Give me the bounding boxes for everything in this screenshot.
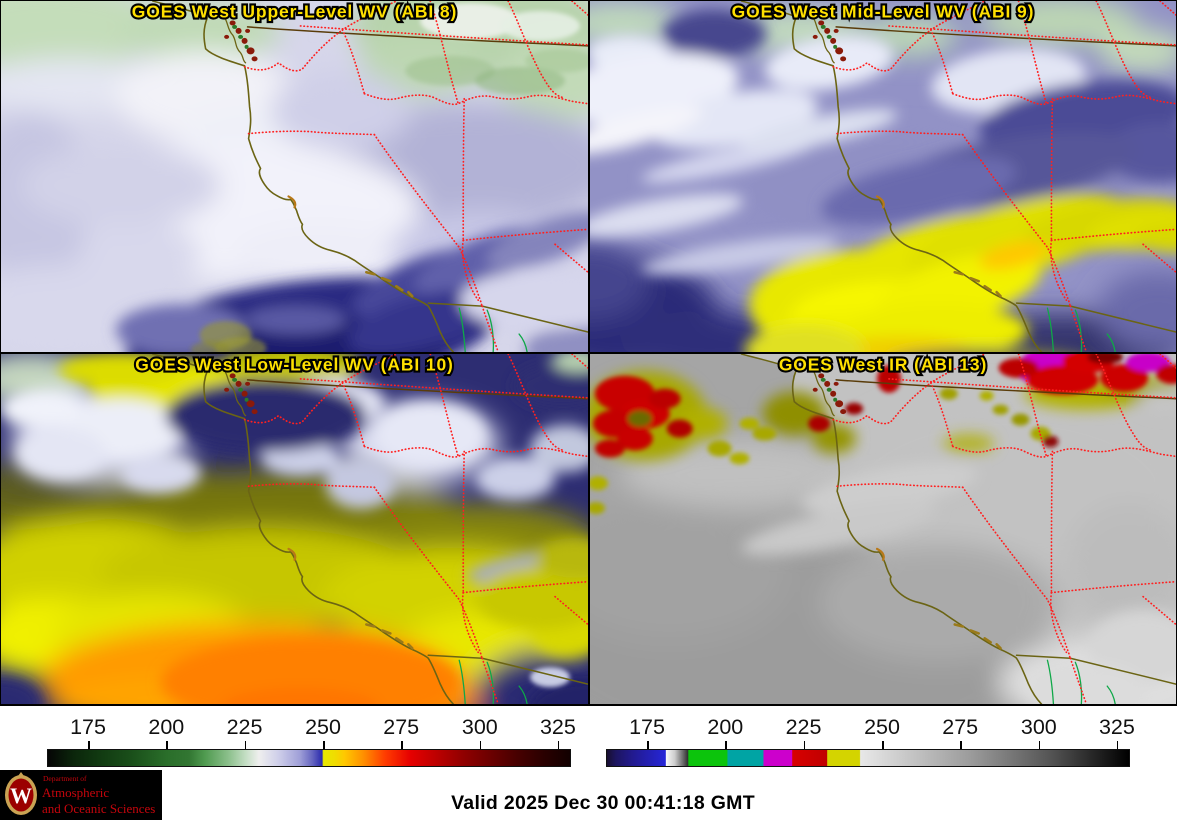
svg-text:Department of: Department of — [43, 774, 87, 783]
svg-text:GOES West IR (ABI 13): GOES West IR (ABI 13) — [779, 354, 987, 374]
svg-text:and Oceanic Sciences: and Oceanic Sciences — [42, 801, 155, 816]
svg-text:GOES West Low-Level WV (ABI 10: GOES West Low-Level WV (ABI 10) — [135, 354, 454, 374]
svg-text:GOES West Mid-Level WV (ABI 9): GOES West Mid-Level WV (ABI 9) — [732, 1, 1035, 21]
svg-text:GOES West Upper-Level WV (ABI: GOES West Upper-Level WV (ABI 8) — [132, 1, 457, 21]
svg-text:W: W — [10, 783, 32, 808]
svg-text:Atmospheric: Atmospheric — [42, 785, 109, 800]
